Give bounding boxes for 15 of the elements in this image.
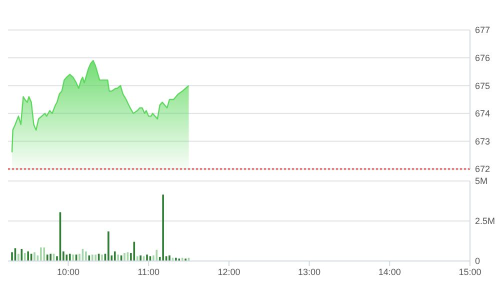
x-tick-label: 14:00 (378, 267, 401, 277)
y-tick-label: 675 (475, 80, 490, 91)
x-tick-label: 13:00 (298, 267, 321, 277)
y-tick-label: 676 (475, 52, 490, 63)
x-tick-label: 11:00 (138, 267, 160, 277)
x-tick-label: 15:00 (458, 267, 482, 277)
y-tick-label: 2.5M (475, 216, 496, 226)
y-tick-label: 677 (475, 25, 490, 36)
y-tick-label: 674 (475, 108, 490, 119)
x-tick-label: 12:00 (218, 267, 240, 277)
y-tick-label: 672 (475, 164, 490, 174)
y-tick-label: 5M (475, 176, 488, 186)
x-tick-label: 10:00 (56, 267, 80, 277)
y-tick-label: 0 (475, 256, 480, 266)
y-tick-label: 673 (475, 136, 490, 146)
